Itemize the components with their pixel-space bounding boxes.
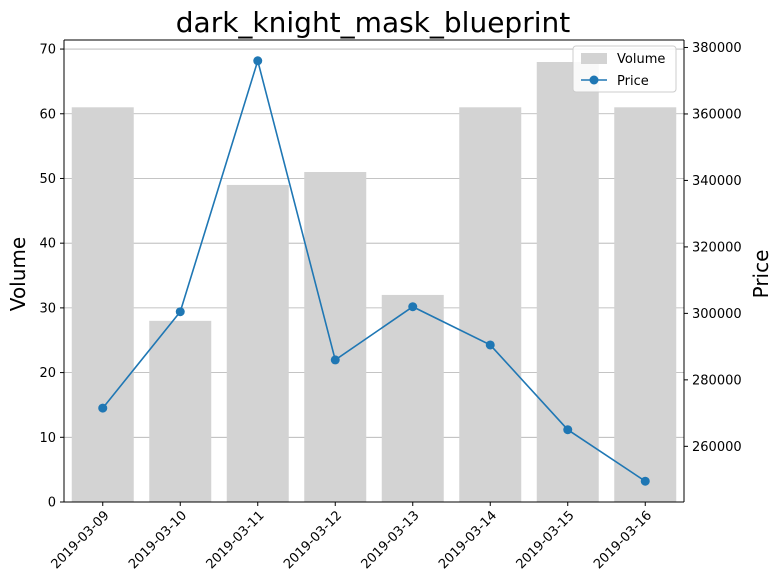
y-left-tick-label: 40: [39, 237, 56, 252]
legend-price-marker: [589, 75, 599, 85]
y-right-tick-label: 260000: [692, 440, 742, 455]
legend-volume-label: Volume: [617, 52, 665, 67]
y-right-tick-label: 280000: [692, 373, 742, 388]
price-point: [175, 307, 185, 317]
y-left-tick-label: 20: [39, 366, 56, 381]
legend: Volume Price: [572, 45, 677, 93]
price-point: [408, 302, 418, 312]
x-tick-label: 2019-03-14: [436, 508, 500, 572]
price-point: [485, 340, 495, 350]
x-tick-label: 2019-03-15: [514, 508, 578, 572]
volume-bar: [459, 107, 522, 502]
y-axis-left-title: Volume: [6, 237, 30, 311]
y-right-tick-label: 380000: [692, 41, 742, 56]
x-tick-label: 2019-03-10: [126, 508, 190, 572]
volume-bar: [71, 107, 134, 502]
y-left-tick-label: 70: [39, 43, 56, 58]
volume-bar: [381, 294, 444, 502]
price-point: [98, 403, 108, 413]
x-tick-label: 2019-03-16: [591, 508, 655, 572]
y-left-tick-label: 10: [39, 431, 56, 446]
x-tick-label: 2019-03-11: [204, 508, 268, 572]
volume-bar: [149, 320, 212, 502]
volume-bars: [71, 62, 677, 503]
y-right-tick-label: 300000: [692, 307, 742, 322]
volume-bar: [226, 184, 289, 503]
price-line-path: [102, 57, 646, 482]
y-left-tick-label: 60: [39, 107, 56, 122]
volume-bar: [536, 62, 599, 502]
x-tick-label: 2019-03-13: [359, 508, 423, 572]
y-left-tick-label: 0: [48, 496, 56, 511]
y-right-tick-label: 340000: [692, 174, 742, 189]
y-right-tick-label: 320000: [692, 240, 742, 255]
price-point: [563, 425, 573, 435]
y-left-tick-label: 30: [39, 301, 56, 316]
legend-volume-swatch: [581, 53, 607, 64]
price-point: [253, 56, 263, 66]
price-line: [98, 56, 650, 486]
chart-title: dark_knight_mask_blueprint: [176, 6, 570, 39]
x-tick-label: 2019-03-09: [49, 508, 113, 572]
x-tick-label: 2019-03-12: [281, 508, 345, 572]
y-right-tick-label: 360000: [692, 107, 742, 122]
volume-bar: [304, 172, 367, 502]
price-point: [640, 476, 650, 486]
y-axis-right-title: Price: [749, 250, 773, 299]
volume-bar: [614, 107, 677, 502]
legend-price-label: Price: [617, 74, 649, 89]
price-point: [330, 355, 340, 365]
y-left-tick-label: 50: [39, 172, 56, 187]
